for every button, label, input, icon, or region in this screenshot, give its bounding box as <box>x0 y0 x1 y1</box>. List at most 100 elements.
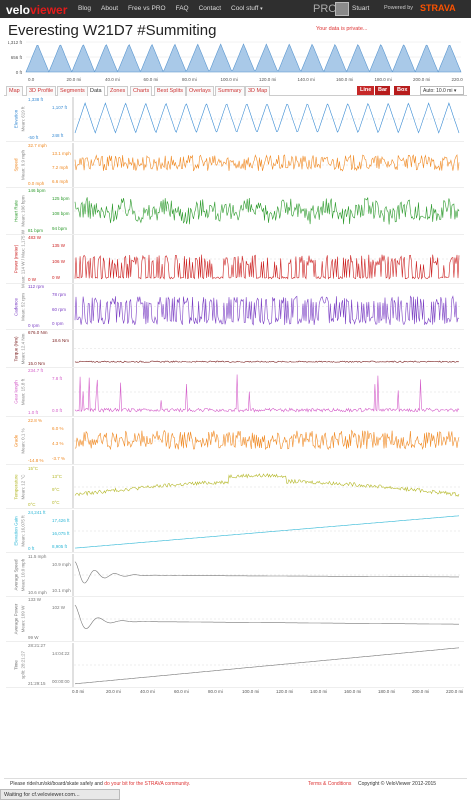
panel-plot[interactable] <box>72 418 462 464</box>
panel-plot[interactable] <box>72 368 462 416</box>
tab-3d-map[interactable]: 3D Map <box>245 86 271 96</box>
mini-profile-chart: 1,312 ft 656 ft 0 ft 0.0 20.0 mi 40.0 mi 60.0 … <box>8 40 463 82</box>
mini-x-tick: 0.0 <box>28 77 35 82</box>
pro-badge: PRO <box>313 3 337 15</box>
tab-data[interactable]: Data <box>87 86 105 96</box>
mini-x-tick: 160.0 mi <box>336 77 353 82</box>
terms-link[interactable]: Terms & Conditions <box>308 781 352 787</box>
panel-divider <box>6 687 464 688</box>
tab-best-splits[interactable]: Best Splits <box>154 86 186 96</box>
box-button[interactable]: Box <box>394 86 411 95</box>
nav-cool-stuff[interactable]: Cool stuff ▾ <box>231 5 263 12</box>
panel-chart <box>72 330 460 367</box>
bar-button[interactable]: Bar <box>375 86 391 95</box>
y-axis-label: 102 W <box>52 605 66 610</box>
y-axis-label: 18.6 Nm <box>52 338 70 343</box>
tab-charts[interactable]: Charts <box>130 86 153 96</box>
panel-divider <box>6 508 464 509</box>
footer-safety-text: Please ride/run/ski/board/skate safely a… <box>10 781 190 787</box>
y-axis-label: 125 bpm <box>52 196 70 201</box>
panel-chart <box>72 597 460 641</box>
panel-time[interactable]: Time split: 28:21:27 28:21:27 21:29:15 14:04… <box>6 643 462 687</box>
y-axis-label: 0 rpm <box>28 323 40 328</box>
panel-plot[interactable] <box>72 143 462 187</box>
nav-about[interactable]: About <box>101 5 119 12</box>
panel-heart-rate[interactable]: Heart Rate Mean: 106 bpm 146 bpm 81 bpm 125 … <box>6 188 462 234</box>
tab-overlays[interactable]: Overlays <box>186 86 214 96</box>
y-axis-label: 14:04:22 <box>52 651 70 656</box>
panel-sub-label: Mean: 15.8 ft <box>13 368 33 416</box>
panel-plot[interactable] <box>72 284 462 329</box>
nav-free-vs-pro[interactable]: Free vs PRO <box>128 5 166 12</box>
panel-plot[interactable] <box>72 97 462 141</box>
mini-x-tick: 200.0 mi <box>413 77 430 82</box>
tab-summary[interactable]: Summary <box>215 86 245 96</box>
panel-gear-length[interactable]: Gear length Mean: 15.8 ft 234.7 ft 1.0 ft 7.… <box>6 368 462 416</box>
nav-faq[interactable]: FAQ <box>175 5 189 12</box>
footer-community-link[interactable]: do your bit for the STRAVA community. <box>104 781 191 787</box>
panel-elevation[interactable]: Elevation Mean: 619 ft 1,338 ft -50 ft 1,107… <box>6 97 462 141</box>
panel-average-speed[interactable]: Average Speed Mean: 10.0 mph 11.5 mph 10.6 … <box>6 554 462 596</box>
y-axis-label: 60 rpm <box>52 306 67 312</box>
panel-plot[interactable] <box>72 554 462 596</box>
mini-elevation-profile[interactable]: 1,312 ft 656 ft 0 ft 0.0 20.0 mi 40.0 mi 60.0 … <box>8 38 463 84</box>
y-axis-label: 21:29:15 <box>28 681 46 686</box>
panel-divider <box>6 187 464 188</box>
chevron-down-icon: ▾ <box>260 6 263 12</box>
footer-safety-label: Please ride/run/ski/board/skate safely a… <box>10 781 103 787</box>
y-axis-label: 108 bpm <box>52 211 70 216</box>
x-axis-tick: 220.0 mi <box>446 689 464 694</box>
y-axis-label: 112 rpm <box>28 284 45 289</box>
panel-plot[interactable] <box>72 330 462 367</box>
panel-divider <box>6 552 464 553</box>
panel-chart <box>72 284 460 329</box>
line-button[interactable]: Line <box>357 86 375 95</box>
panel-elevation-gain[interactable]: Elevation Gain Mean: 16,075 ft 24,241 ft 0 … <box>6 510 462 552</box>
panel-series-line <box>74 295 460 326</box>
y-axis-label: 0.0 ft <box>52 408 63 413</box>
panel-plot[interactable] <box>72 510 462 552</box>
y-axis-label: 13.1 mph <box>52 151 71 156</box>
avatar[interactable] <box>335 2 349 16</box>
panel-plot[interactable] <box>72 188 462 234</box>
y-axis-label: 17,426 ft <box>52 518 70 523</box>
private-note[interactable]: Your data is private... <box>316 26 368 32</box>
panel-mean: split: 28:21:27 <box>20 650 26 680</box>
panel-torque-nm[interactable]: Torque (Nm) Mean: 12.4 Nm 676.0 Nm 15.0 Nm 1… <box>6 330 462 367</box>
tab-3d-profile[interactable]: 3D Profile <box>26 86 57 96</box>
tab-segments[interactable]: Segments <box>57 86 88 96</box>
panel-plot[interactable] <box>72 643 462 687</box>
panel-temperature[interactable]: Temperature Mean: 12 °C 15°C 0°C 13°C 9°C 0°C <box>6 466 462 508</box>
panel-grade[interactable]: Grade Mean: 0.1 % 22.8 % -14.8 % 6.0 % 4.3 % -… <box>6 418 462 464</box>
footer: Please ride/run/ski/board/skate safely a… <box>4 778 467 788</box>
y-axis-label: 99 W <box>28 635 39 640</box>
panel-divider <box>6 329 464 330</box>
mini-x-tick: 60.0 mi <box>143 77 158 82</box>
tab-zones[interactable]: Zones <box>107 86 129 96</box>
mini-x-tick: 20.0 mi <box>66 77 81 82</box>
nav-blog[interactable]: Blog <box>78 5 92 12</box>
nav-contact[interactable]: Contact <box>198 5 221 12</box>
x-axis-tick: 100.0 mi <box>242 689 260 694</box>
panel-plot[interactable] <box>72 235 462 283</box>
browser-status-bar: Waiting for cf.veloviewer.com... <box>0 789 120 800</box>
panel-series-line <box>74 561 459 584</box>
strava-logo[interactable]: STRAVA <box>420 3 456 13</box>
panel-plot[interactable] <box>72 466 462 508</box>
x-axis-tick: 20.0 mi <box>106 689 121 694</box>
panel-plot[interactable] <box>72 597 462 641</box>
veloviewer-logo[interactable]: veloviewer <box>6 3 67 17</box>
panel-mean: Mean: 0.1 % <box>20 428 26 454</box>
panel-series-line <box>74 102 460 134</box>
interval-select[interactable]: Auto: 10.0 mi ▾ <box>420 86 464 95</box>
panel-chart <box>72 97 460 141</box>
panel-cadence[interactable]: Cadence Mean: 52 rpm 112 rpm 0 rpm 78 rpm 60 … <box>6 284 462 329</box>
panel-speed[interactable]: Speed Mean: 9.9 mph 32.7 mph 0.0 mph 13.1 mp… <box>6 143 462 187</box>
panel-average-power[interactable]: Average Power Mean: 109 W 133 W 99 W 102 W <box>6 597 462 641</box>
x-axis-tick: 120.0 mi <box>276 689 294 694</box>
copyright: Copyright © VeloViewer 2012-2015 <box>358 781 437 787</box>
y-axis-label: 13°C <box>52 474 63 479</box>
username[interactable]: Stuart <box>352 5 370 12</box>
tab-map[interactable]: Map <box>6 86 23 96</box>
